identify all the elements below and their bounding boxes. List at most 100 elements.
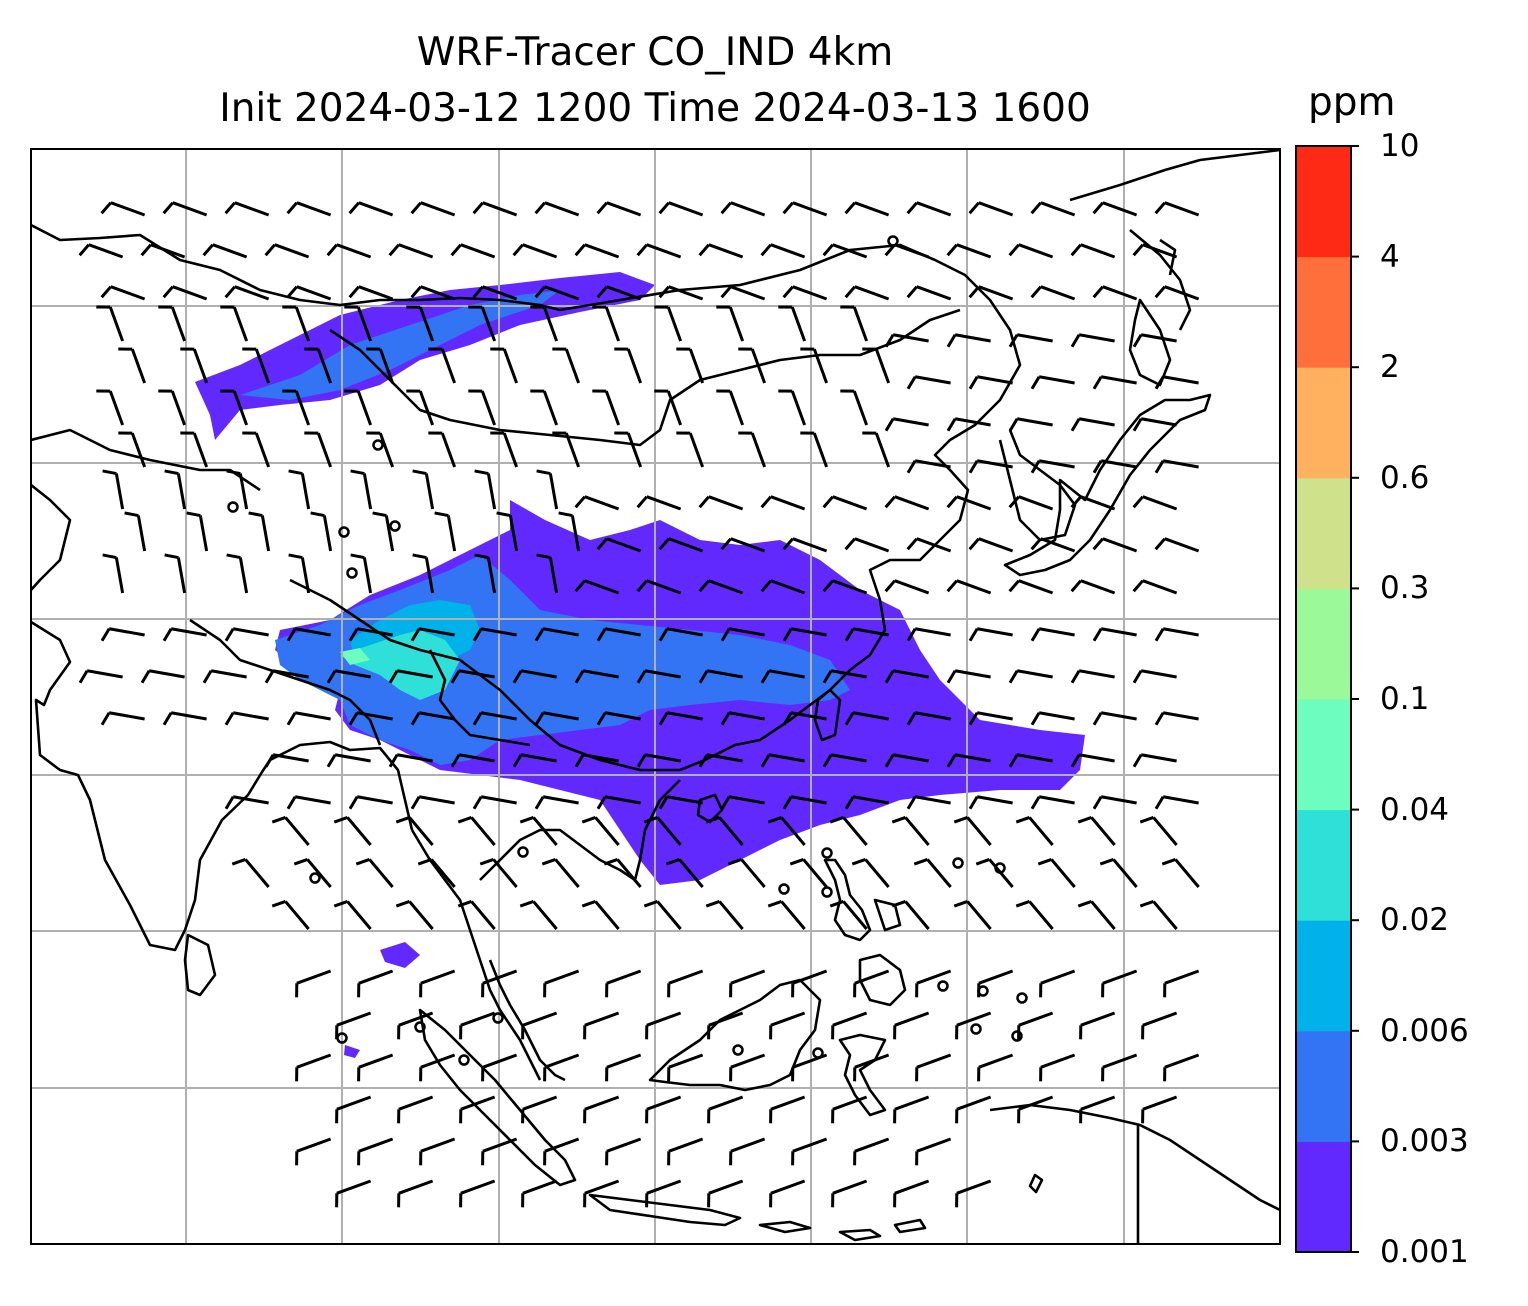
wind-barb-shaft [832, 579, 868, 595]
wind-barb [574, 495, 620, 511]
wind-barb-shaft [1016, 669, 1053, 679]
wind-barb-shaft [626, 348, 643, 384]
wind-barb [286, 285, 332, 301]
wind-barb [96, 389, 125, 426]
wind-barb-flag [519, 900, 534, 908]
wind-barb-shaft [296, 1053, 332, 1069]
wind-barb-shaft [644, 669, 681, 679]
wind-barb-flag [636, 579, 648, 593]
wind-barb-shaft [1100, 795, 1137, 805]
wind-barb-shaft [1100, 627, 1137, 637]
wind-barb-shaft [440, 348, 457, 384]
wind-barb [479, 858, 518, 888]
wind-barb-flag [224, 795, 235, 810]
wind-barb-shaft [1100, 375, 1137, 385]
wind-barb [853, 1137, 890, 1166]
wind-barb-flag [844, 537, 856, 551]
wind-barb [388, 243, 434, 259]
colorbar-segment [1296, 920, 1351, 1032]
wind-barb [288, 469, 311, 510]
wind-barb-flag [1099, 858, 1114, 866]
wind-barb [1008, 333, 1053, 348]
wind-barb-flag [1092, 375, 1103, 390]
colorbar-tick-label: 0.006 [1380, 1013, 1469, 1049]
calm-wind-marker [309, 872, 321, 884]
wind-barb-shaft [792, 969, 828, 985]
wind-barb-flag [1070, 333, 1081, 348]
wind-barb-flag [457, 900, 472, 908]
wind-barb-flag [286, 285, 298, 299]
wind-barb-shaft [358, 1137, 394, 1153]
wind-barb-shaft [1164, 537, 1200, 553]
wind-barb-shaft [420, 1053, 456, 1069]
wind-barb [1070, 579, 1116, 595]
wind-barb [1030, 201, 1076, 217]
wind-barb [348, 201, 394, 217]
wind-barb [603, 858, 642, 888]
wind-barb-shaft [852, 795, 889, 805]
wind-barb-flag [1132, 669, 1143, 684]
wind-barb [226, 469, 249, 510]
wind-barb [1030, 537, 1076, 553]
wind-barb [472, 627, 517, 642]
wind-barb [1132, 495, 1178, 511]
wind-barb [946, 579, 992, 595]
coastline-sri-lanka [183, 933, 217, 997]
wind-barb [1092, 375, 1137, 390]
wind-barb [552, 347, 581, 384]
wind-barb-flag [333, 900, 348, 908]
wind-barb-shaft [522, 243, 558, 259]
wind-barb-flag [333, 816, 348, 824]
wind-barb [468, 389, 497, 426]
wind-barb-shaft [522, 1011, 558, 1027]
wind-barb [264, 243, 310, 259]
wind-barb-shaft [604, 306, 621, 342]
wind-barb [530, 389, 559, 426]
wind-barb-shaft [316, 348, 333, 384]
wind-barb-shaft [718, 900, 744, 930]
wind-barb-shaft [832, 1011, 868, 1027]
wind-barb [782, 711, 827, 726]
wind-barb [968, 201, 1014, 217]
wind-barb [224, 627, 269, 642]
wind-barb-flag [288, 469, 303, 476]
wind-barb [534, 711, 579, 726]
wind-barb-flag [906, 201, 918, 215]
wind-barb [1139, 816, 1178, 846]
wind-barb [304, 431, 333, 468]
wind-barb-flag [264, 243, 276, 257]
wind-barb [434, 511, 457, 552]
wind-barb [862, 347, 891, 384]
wind-barb [729, 1053, 766, 1082]
wind-barb [357, 969, 394, 998]
wind-barb-flag [226, 469, 241, 476]
wind-barb-flag [162, 201, 174, 215]
wind-barb [767, 900, 806, 930]
wind-barb [1163, 1053, 1200, 1082]
wind-barb-shaft [482, 285, 518, 301]
wind-barb [596, 201, 642, 217]
wind-barb [224, 795, 269, 810]
wind-barb [1077, 900, 1116, 930]
wind-barb [100, 285, 146, 301]
wind-barb [1070, 333, 1115, 348]
wind-barb [884, 579, 930, 595]
calm-wind-marker [821, 886, 833, 898]
wind-barb-flag [720, 537, 732, 551]
wind-barb-shaft [294, 627, 331, 637]
wind-barb-flag [348, 627, 359, 642]
wind-barb [271, 816, 310, 846]
wind-barb-shaft [130, 432, 147, 468]
wind-barb [906, 795, 951, 810]
wind-barb-shaft [296, 969, 332, 985]
calm-wind-marker [346, 567, 358, 579]
wind-barb [778, 389, 807, 426]
wind-barb-shaft [978, 537, 1014, 553]
wind-barb [1132, 579, 1178, 595]
wind-barb-flag [822, 495, 834, 509]
wind-barb-shaft [914, 627, 951, 637]
wind-barb-flag [822, 669, 833, 684]
wind-barb-shaft [914, 711, 951, 721]
wind-barb [1070, 669, 1115, 684]
